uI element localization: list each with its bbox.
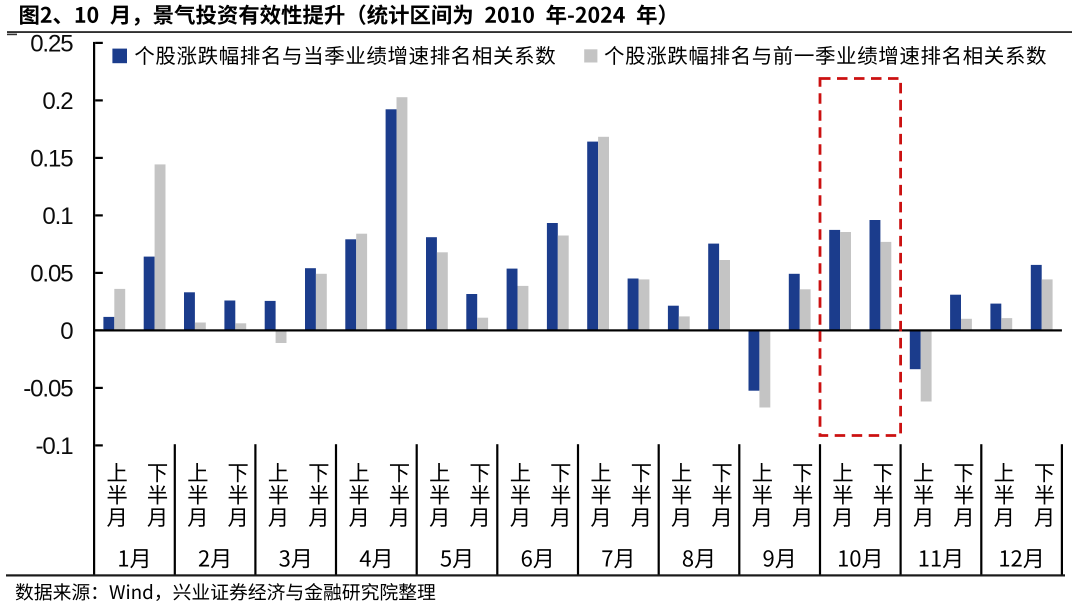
svg-text:-0.05: -0.05 <box>23 375 73 402</box>
svg-text:-0.1: -0.1 <box>36 433 74 460</box>
svg-text:0.05: 0.05 <box>30 260 73 287</box>
svg-text:0: 0 <box>60 318 73 345</box>
svg-text:0.25: 0.25 <box>30 30 73 57</box>
svg-text:0.1: 0.1 <box>42 203 73 230</box>
svg-text:0.15: 0.15 <box>30 145 73 172</box>
svg-text:0.2: 0.2 <box>42 88 73 115</box>
